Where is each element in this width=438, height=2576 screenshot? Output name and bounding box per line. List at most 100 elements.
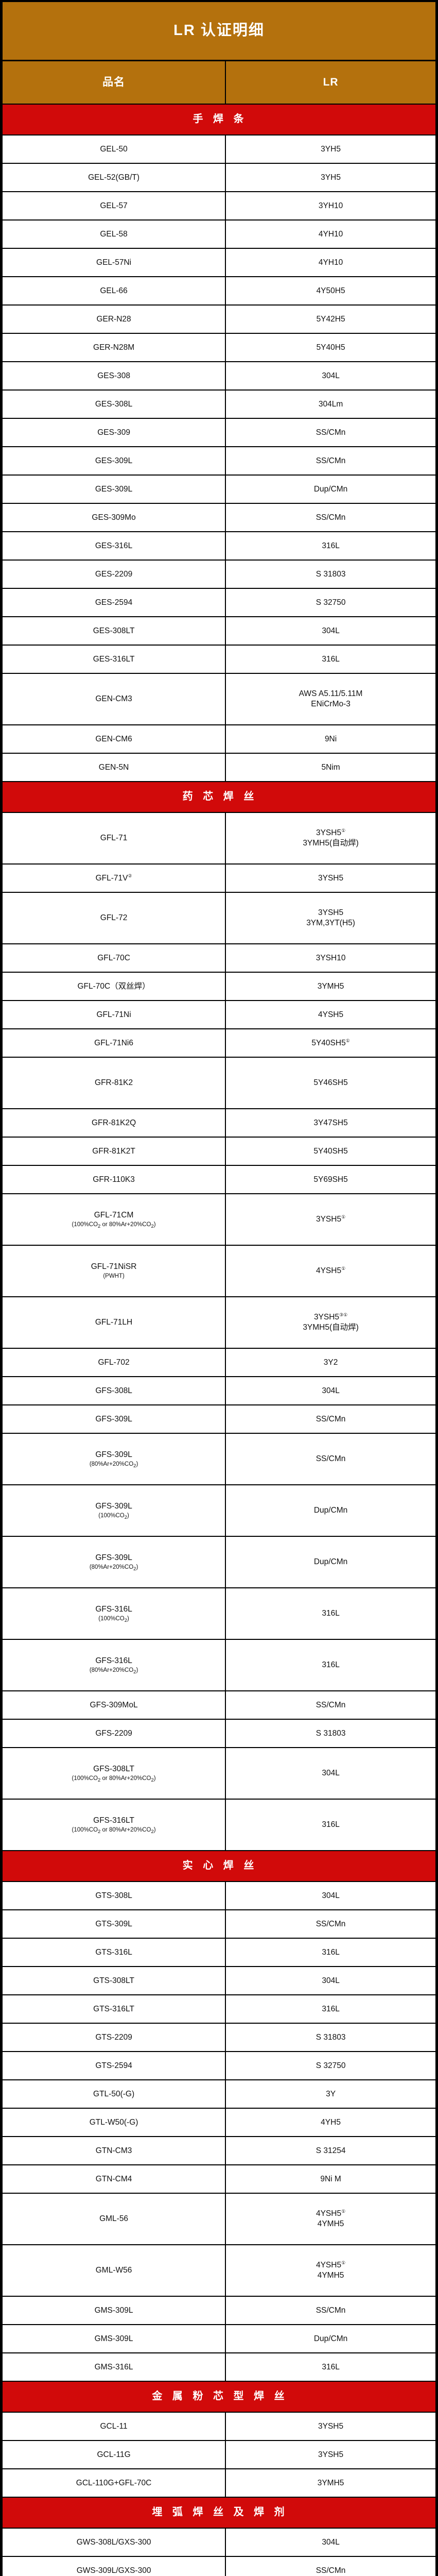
grade-cell: 316L [225,1994,436,2024]
product-name-cell: GFL-71LH [1,1296,226,1349]
product-name-cell: GTL-50(-G) [1,2079,226,2109]
product-name-cell: GEL-58 [1,219,226,249]
product-name-cell: GTS-316L [1,1938,226,1967]
table-row: GES-2209 S 31803 [1,560,436,589]
product-name-cell: GFL-71 [1,812,226,865]
product-name-cell: GWS-309L/GXS-300 [1,2556,226,2576]
table-row: GTS-308LT 304L [1,1966,436,1995]
grade-cell: Dup/CMn [225,2324,436,2353]
grade-cell: 3YSH5① 3YMH5(自动焊) [225,812,436,865]
grade-cell: 304L [225,361,436,391]
grade-cell: 316L [225,1639,436,1691]
table-row: GFL-71Ni6 5Y40SH5① [1,1028,436,1058]
grade-cell: SS/CMn [225,1433,436,1485]
grade-cell: Dup/CMn [225,1484,436,1537]
product-name-cell: GEL-66 [1,276,226,306]
section-header-row: 埋 弧 焊 丝 及 焊 剂 [2,2497,436,2529]
product-name-cell: GFL-71V② [1,863,226,893]
table-row: GTS-2594 S 32750 [1,2051,436,2080]
column-header-grade: LR [225,60,436,105]
table-row: GEL-50 3YH5 [1,134,436,164]
grade-cell: 5Y69SH5 [225,1165,436,1194]
table-row: GTS-309L SS/CMn [1,1909,436,1939]
product-name-cell: GTS-316LT [1,1994,226,2024]
table-row: GES-316LT 316L [1,645,436,674]
grade-cell: 3YSH5 [225,863,436,893]
table-row: GEL-57Ni 4YH10 [1,248,436,277]
grade-cell: 304L [225,616,436,646]
table-row: GTN-CM3 S 31254 [1,2136,436,2165]
column-header-row: 品名 LR [1,60,436,105]
product-name-cell: GFS-309L (100%CO2) [1,1484,226,1537]
table-row: GER-N28 5Y42H5 [1,304,436,334]
table-row: GCL-110G+GFL-70C 3YMH5 [1,2468,436,2498]
table-row: GFS-309L (80%Ar+20%CO2) Dup/CMn [1,1536,436,1588]
grade-cell: S 31803 [225,560,436,589]
product-name-cell: GES-309L [1,446,226,476]
product-name-cell: GEL-57Ni [1,248,226,277]
grade-cell: Dup/CMn [225,474,436,504]
column-header-name: 品名 [1,60,226,105]
table-row: GML-W56 4YSH5① 4YMH5 [1,2244,436,2297]
grade-cell: 3YSH5 [225,2412,436,2441]
table-row: GEN-5N 5Nim [1,753,436,782]
product-name-cell: GFL-72 [1,892,226,944]
grade-cell: SS/CMn [225,1690,436,1720]
product-name-cell: GCL-11 [1,2412,226,2441]
grade-cell: 3YSH5 [225,2440,436,2469]
table-row: GEN-CM6 9Ni [1,724,436,754]
grade-cell: 5Y40H5 [225,333,436,362]
grade-cell: SS/CMn [225,2296,436,2325]
product-name-cell: GEN-5N [1,753,226,782]
product-name-cell: GTS-2594 [1,2051,226,2080]
product-name-cell: GFS-2209 [1,1719,226,1748]
grade-cell: SS/CMn [225,446,436,476]
grade-cell: 3YH5 [225,163,436,192]
grade-cell: 3Y2 [225,1348,436,1377]
table-row: GFR-81K2Q 3Y47SH5 [1,1108,436,1138]
grade-cell: 3YH5 [225,134,436,164]
grade-cell: 3YSH5① [225,1193,436,1246]
table-row: GFR-81K2T 5Y40SH5 [1,1137,436,1166]
grade-cell: 3YMH5 [225,2468,436,2498]
product-name-cell: GFL-70C [1,943,226,973]
table-row: GFS-2209 S 31803 [1,1719,436,1748]
product-name-cell: GES-316L [1,531,226,561]
table-row: GES-308L 304Lm [1,389,436,419]
grade-cell: S 31803 [225,1719,436,1748]
product-name-cell: GEL-52(GB/T) [1,163,226,192]
product-name-cell: GES-309 [1,418,226,447]
grade-cell: 4YH10 [225,248,436,277]
grade-cell: 3YH10 [225,191,436,221]
grade-cell: S 31803 [225,2023,436,2052]
table-row: GFS-308LT (100%CO2 or 80%Ar+20%CO2) 304L [1,1747,436,1800]
section-header-label: 手 焊 条 [2,104,436,135]
product-name-cell: GEL-57 [1,191,226,221]
grade-cell: 304L [225,1747,436,1800]
grade-cell: 5Y42H5 [225,304,436,334]
product-name-cell: GER-N28 [1,304,226,334]
table-row: GEL-58 4YH10 [1,219,436,249]
section-header-label: 实 心 焊 丝 [2,1850,436,1882]
table-row: GTS-316L 316L [1,1938,436,1967]
table-row: GES-2594 S 32750 [1,588,436,617]
grade-cell: 3Y [225,2079,436,2109]
product-name-cell: GFS-316L (80%Ar+20%CO2) [1,1639,226,1691]
product-name-cell: GML-56 [1,2193,226,2245]
table-row: GES-309Mo SS/CMn [1,503,436,532]
section-header-row: 手 焊 条 [2,104,436,135]
product-name-cell: GES-308LT [1,616,226,646]
grade-cell: 4YSH5① [225,1245,436,1297]
table-row: GFL-71LH 3YSH5③① 3YMH5(自动焊) [1,1296,436,1349]
grade-cell: S 31254 [225,2136,436,2165]
table-row: GFL-71Ni 4YSH5 [1,1000,436,1029]
product-name-cell: GFS-309L (80%Ar+20%CO2) [1,1536,226,1588]
product-name-cell: GCL-11G [1,2440,226,2469]
page-title: LR 认证明细 [2,1,436,61]
product-name-cell: GTN-CM3 [1,2136,226,2165]
table-row: GES-309L Dup/CMn [1,474,436,504]
grade-cell: 3YSH5③① 3YMH5(自动焊) [225,1296,436,1349]
